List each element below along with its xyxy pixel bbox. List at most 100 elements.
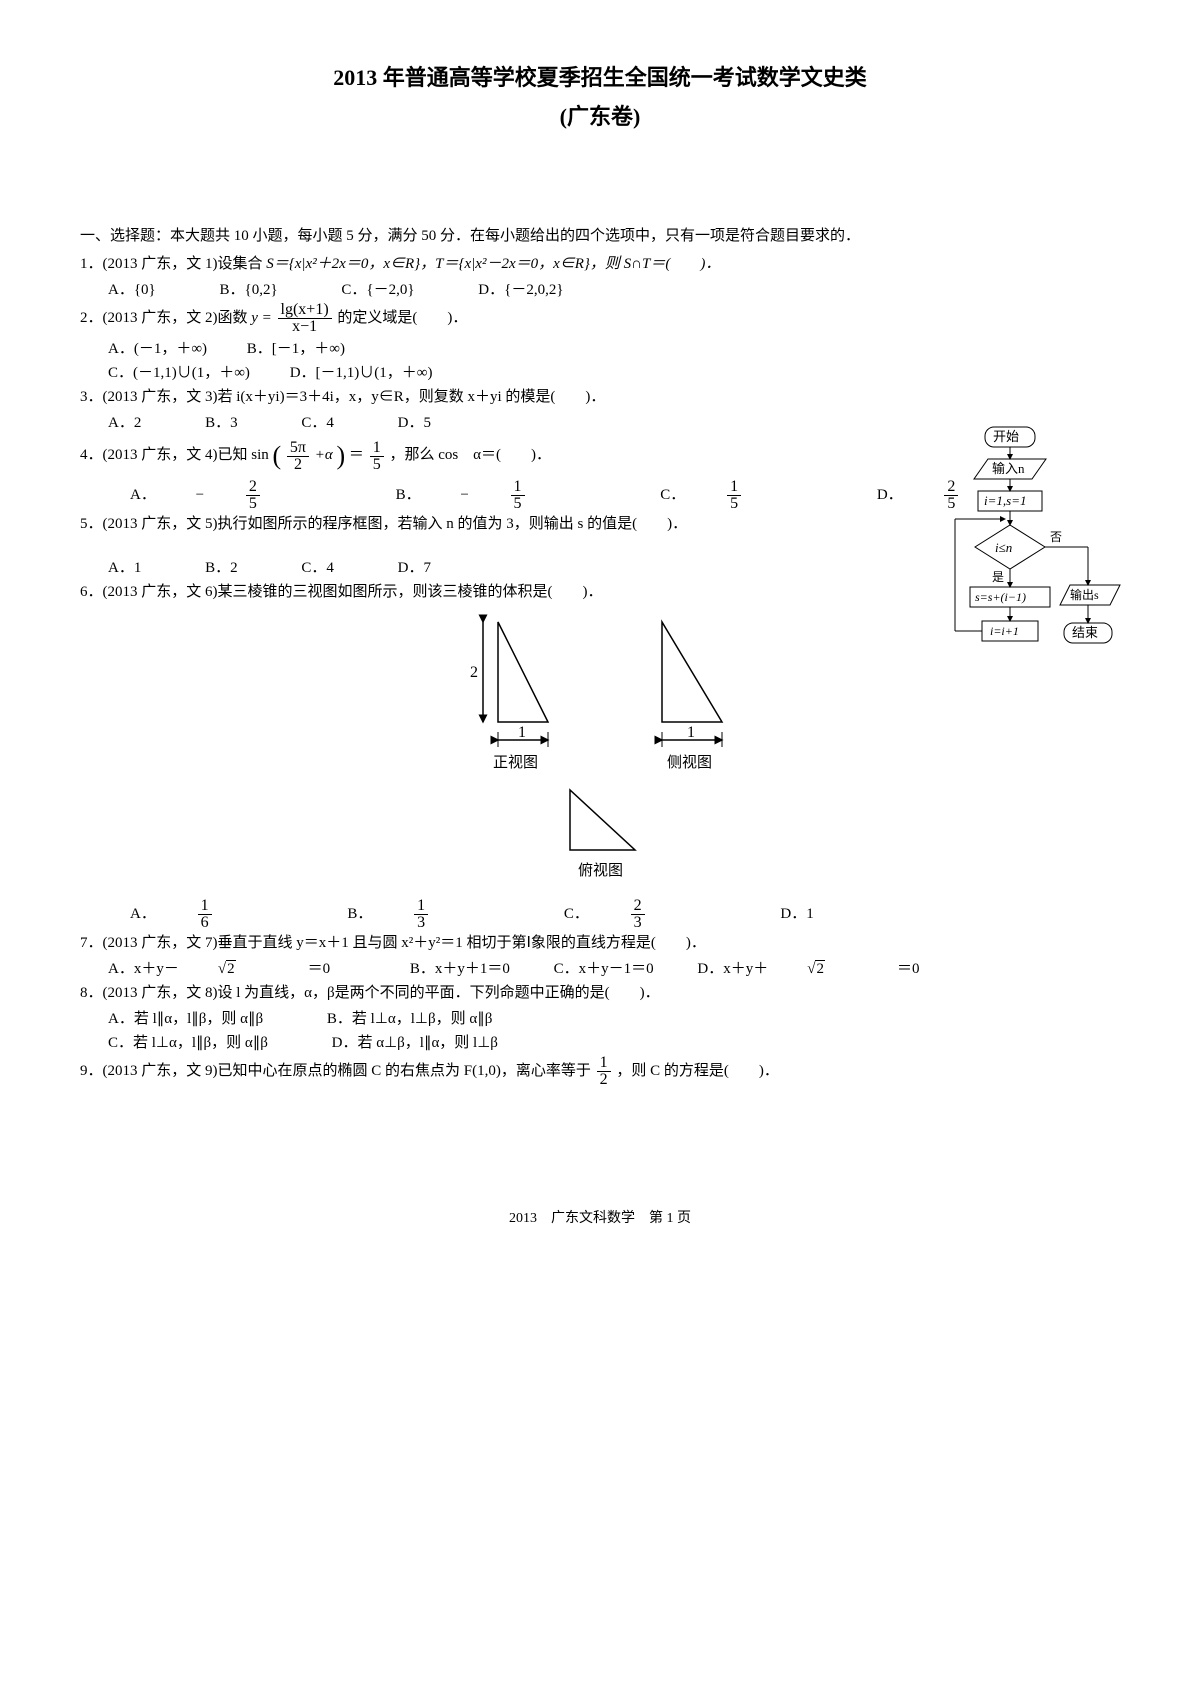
- q1-opt-d: D．{－2,0,2}: [478, 282, 563, 298]
- q7-opt-a-pre: A．x＋y－: [108, 961, 179, 977]
- q4-frac2: 1 5: [370, 440, 384, 473]
- q9-frac: 1 2: [597, 1055, 611, 1088]
- svg-text:输入n: 输入n: [992, 461, 1025, 476]
- question-8: 8．(2013 广东，文 8)设 l 为直线，α，β是两个不同的平面．下列命题中…: [80, 981, 1120, 1005]
- q5-opt-c: C．4: [301, 560, 334, 576]
- q5-opt-d: D．7: [398, 560, 431, 576]
- q4-frac1-den: 2: [287, 457, 309, 473]
- q4-opt-c-num: 1: [727, 479, 741, 496]
- q2-options-row2: C．(－1,1)∪(1，＋∞) D．[－1,1)∪(1，＋∞): [80, 361, 1120, 385]
- q4-opt-a-frac: 25: [246, 479, 296, 512]
- q2-opt-c: C．(－1,1)∪(1，＋∞): [108, 365, 250, 381]
- q4-opt-b: B． − 15: [396, 487, 601, 503]
- q5-opt-b: B．2: [205, 560, 238, 576]
- q4-frac2-den: 5: [370, 457, 384, 473]
- q6-opt-c-num: 2: [631, 898, 645, 915]
- q2-opt-b: B．[－1，＋∞): [247, 341, 345, 357]
- q2-opt-d: D．[－1,1)∪(1，＋∞): [290, 365, 433, 381]
- q7-opt-a-rad: 2: [226, 960, 236, 977]
- q2-lhs: y =: [251, 310, 275, 326]
- q4-opt-b-frac: 15: [511, 479, 561, 512]
- q7-opt-d-sqrt: 2: [804, 957, 861, 981]
- q4-opt-a-den: 5: [246, 496, 260, 512]
- q4-opt-c-den: 5: [727, 496, 741, 512]
- q4-frac2-num: 1: [370, 440, 384, 457]
- q2-stem-suffix: 的定义域是( )．: [337, 310, 467, 326]
- question-7: 7．(2013 广东，文 7)垂直于直线 y＝x＋1 且与圆 x²＋y²＝1 相…: [80, 931, 1120, 955]
- svg-text:2: 2: [470, 664, 478, 681]
- q1-opt-c: C．{－2,0}: [341, 282, 414, 298]
- q3-opt-b: B．3: [205, 415, 238, 431]
- page-subtitle: (广东卷): [80, 99, 1120, 134]
- q4-opt-c-pre: C．: [660, 487, 685, 503]
- q6-opt-a-den: 6: [198, 915, 212, 931]
- q2-opt-a: A．(－1，＋∞): [108, 341, 207, 357]
- q7-opt-d: D．x＋y＋ 2 ＝0: [697, 961, 955, 977]
- q4-opt-c: C． 15: [660, 487, 817, 503]
- q6-opt-b-den: 3: [414, 915, 428, 931]
- question-9: 9．(2013 广东，文 9)已知中心在原点的椭圆 C 的右焦点为 F(1,0)…: [80, 1055, 1120, 1088]
- flowchart-svg: 开始 输入n i=1,s=1 i≤n 是 否 s=s+(i−1): [920, 425, 1130, 725]
- q1-opt-a: A．{0}: [108, 282, 156, 298]
- q6-opt-c-pre: C．: [564, 906, 589, 922]
- q8-opt-d: D．若 α⊥β，l∥α，则 l⊥β: [332, 1035, 498, 1051]
- q7-opt-a: A．x＋y－2＝0: [108, 961, 370, 977]
- q1-opt-b: B．{0,2}: [219, 282, 277, 298]
- q4-stem-prefix: 4．(2013 广东，文 4)已知 sin: [80, 448, 269, 464]
- q3-opt-d: D．5: [398, 415, 431, 431]
- svg-text:开始: 开始: [993, 429, 1019, 444]
- q9-frac-num: 1: [597, 1055, 611, 1072]
- q1-stem-prefix: 1．(2013 广东，文 1)设集合: [80, 256, 266, 272]
- q7-opt-b: B．x＋y＋1＝0: [410, 961, 510, 977]
- q6-opt-b-num: 1: [414, 898, 428, 915]
- q7-opt-d-rad: 2: [815, 960, 825, 977]
- q8-opt-b: B．若 l⊥α，l⊥β，则 α∥β: [327, 1011, 492, 1027]
- q6-options: A． 16 B． 13 C． 23 D．1: [80, 898, 1120, 931]
- q7-opt-d-suf: ＝0: [897, 961, 920, 977]
- q4-frac1-num: 5π: [287, 440, 309, 457]
- svg-text:俯视图: 俯视图: [578, 862, 623, 879]
- q2-frac-num: lg(x+1): [278, 302, 332, 319]
- top-view: 俯视图: [80, 780, 1120, 890]
- svg-text:s=s+(i−1): s=s+(i−1): [975, 590, 1026, 604]
- q6-opt-c-den: 3: [631, 915, 645, 931]
- q4-paren-l: (: [273, 441, 282, 470]
- question-2: 2．(2013 广东，文 2)函数 y = lg(x+1) x−1 的定义域是(…: [80, 302, 1120, 335]
- q4-opt-a-num: 2: [246, 479, 260, 496]
- page-title: 2013 年普通高等学校夏季招生全国统一考试数学文史类: [80, 60, 1120, 95]
- q3-opt-c: C．4: [301, 415, 334, 431]
- q6-opt-a-num: 1: [198, 898, 212, 915]
- svg-text:1: 1: [518, 724, 526, 741]
- q4-mid: +α: [315, 448, 333, 464]
- svg-text:1: 1: [687, 724, 695, 741]
- q4-opt-b-sign: −: [460, 487, 468, 503]
- q3-opt-a: A．2: [108, 415, 141, 431]
- front-view-icon: 2 1 正视图: [448, 612, 568, 772]
- q6-opt-d: D．1: [780, 906, 813, 922]
- page-footer: 2013 广东文科数学 第 1 页: [80, 1208, 1120, 1230]
- side-view-icon: 1 侧视图: [632, 612, 752, 772]
- flowchart: 开始 输入n i=1,s=1 i≤n 是 否 s=s+(i−1): [920, 425, 1130, 725]
- svg-text:输出s: 输出s: [1070, 587, 1099, 602]
- q1-options: A．{0} B．{0,2} C．{－2,0} D．{－2,0,2}: [80, 278, 1120, 302]
- q8-opt-a: A．若 l∥α，l∥β，则 α∥β: [108, 1011, 263, 1027]
- q2-frac-den: x−1: [278, 319, 332, 335]
- q6-opt-a-frac: 16: [198, 898, 248, 931]
- q8-options-row2: C．若 l⊥α，l∥β，则 α∥β D．若 α⊥β，l∥α，则 l⊥β: [80, 1031, 1120, 1055]
- q2-fraction: lg(x+1) x−1: [278, 302, 332, 335]
- q4-opt-c-frac: 15: [727, 479, 777, 512]
- q4-eq: ＝: [349, 448, 364, 464]
- q7-opt-d-pre: D．x＋y＋: [697, 961, 768, 977]
- svg-text:i=i+1: i=i+1: [990, 624, 1019, 638]
- q9-frac-den: 2: [597, 1072, 611, 1088]
- q9-stem-suffix: ，则 C 的方程是( )．: [616, 1063, 779, 1079]
- top-view-icon: 俯视图: [540, 780, 660, 890]
- q6-opt-a: A． 16: [130, 906, 287, 922]
- q2-stem-prefix: 2．(2013 广东，文 2)函数: [80, 310, 251, 326]
- q9-stem-prefix: 9．(2013 广东，文 9)已知中心在原点的椭圆 C 的右焦点为 F(1,0)…: [80, 1063, 595, 1079]
- q6-opt-a-pre: A．: [130, 906, 156, 922]
- q8-opt-c: C．若 l⊥α，l∥β，则 α∥β: [108, 1035, 268, 1051]
- q6-opt-c-frac: 23: [631, 898, 681, 931]
- svg-text:是: 是: [992, 570, 1004, 584]
- q4-opt-a: A． − 25: [130, 487, 336, 503]
